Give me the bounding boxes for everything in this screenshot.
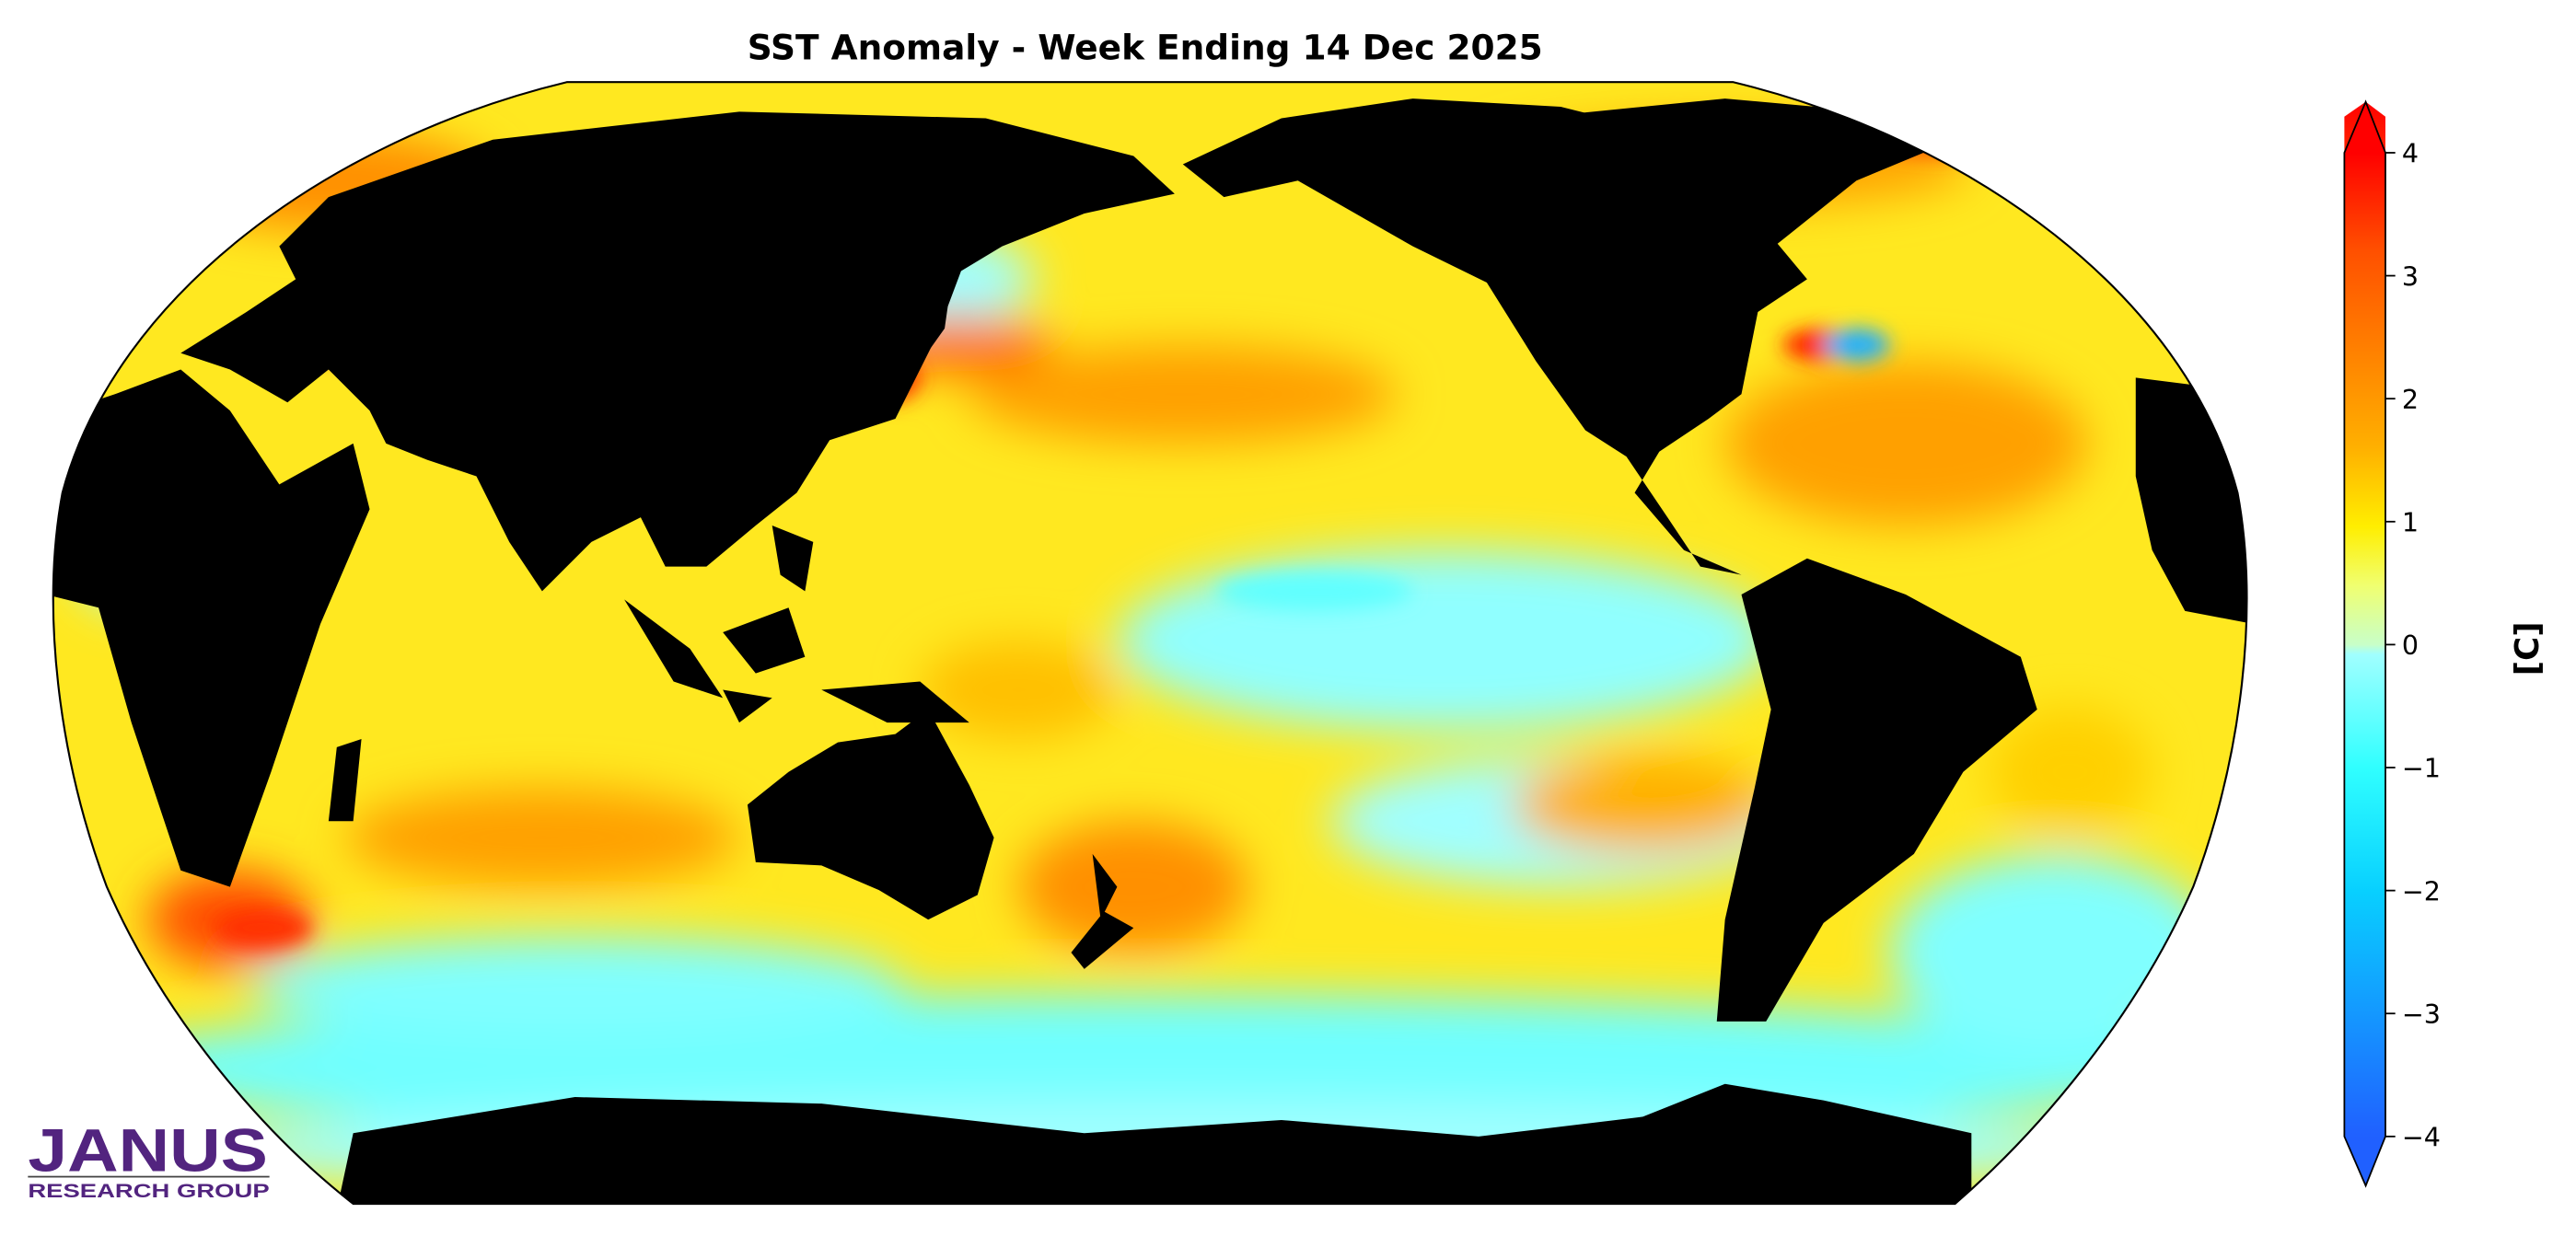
land-japan: [862, 271, 953, 403]
colorbar-extend-max: [2344, 101, 2386, 153]
land: [52, 98, 2247, 1205]
land-eurasia: [180, 111, 1175, 592]
colorbar-tick-label: 2: [2402, 384, 2419, 415]
land-greenland: [1561, 98, 1955, 247]
land-maritime-se-asia: [624, 526, 969, 723]
colorbar-tick-label: −2: [2402, 875, 2441, 907]
land-north-america: [1182, 98, 1807, 575]
chart-title: SST Anomaly - Week Ending 14 Dec 2025: [748, 27, 1543, 67]
colorbar-tick-label: −4: [2402, 1122, 2441, 1153]
land-africa-west: [52, 369, 370, 887]
map: [52, 82, 2247, 1205]
land-new-zealand: [1071, 853, 1134, 969]
colorbar-tick-label: −3: [2402, 999, 2441, 1030]
land-madagascar: [328, 739, 362, 822]
colorbar-tick-label: −1: [2402, 753, 2441, 784]
land-australia: [747, 709, 994, 920]
colorbar-tick-label: 1: [2402, 507, 2419, 538]
land-antarctica: [328, 1083, 1972, 1205]
colorbar-extend-min: [2344, 1136, 2386, 1186]
land-south-america: [1716, 558, 2037, 1022]
colorbar-tick-label: 0: [2402, 630, 2419, 661]
janus-logo: JANUS RESEARCH GROUP: [28, 1115, 270, 1202]
land-arctic-islands: [591, 114, 1643, 173]
logo-subtitle: RESEARCH GROUP: [28, 1180, 269, 1202]
colorbar-label: [C]: [2509, 621, 2547, 676]
logo-name: JANUS: [28, 1115, 268, 1184]
colorbar: 4 3 2 1 0 −1 −2 −3 −4 [C]: [2343, 99, 2547, 1188]
colorbar-tick-label: 3: [2402, 260, 2419, 292]
colorbar-tick-label: 4: [2402, 138, 2419, 169]
